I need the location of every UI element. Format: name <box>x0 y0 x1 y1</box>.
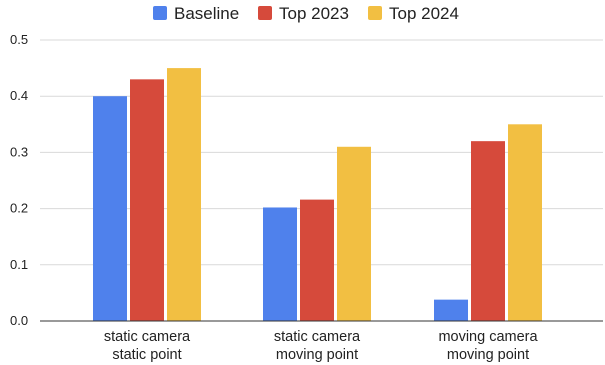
legend-item: Top 2024 <box>368 4 459 23</box>
x-category-label: moving point <box>276 347 358 363</box>
y-tick-label: 0.1 <box>10 257 28 272</box>
y-tick-label: 0.0 <box>10 313 28 328</box>
legend: Baseline Top 2023 Top 2024 <box>153 4 459 23</box>
legend-item: Baseline <box>153 4 239 23</box>
bar-top-2024-1 <box>167 68 201 321</box>
y-tick-label: 0.2 <box>10 201 28 216</box>
bar-top-2024-2 <box>337 146 371 321</box>
x-category-label: static point <box>112 347 181 363</box>
legend-swatch <box>153 6 167 20</box>
x-category-label: static camera <box>104 329 191 345</box>
bar-top-2023-1 <box>130 79 164 321</box>
y-tick-label: 0.4 <box>10 88 28 103</box>
legend-swatch <box>258 6 272 20</box>
bar-top-2024-3 <box>508 124 542 321</box>
x-axis-category-labels: static camera static point static camera mo… <box>104 329 539 363</box>
legend-label: Top 2024 <box>389 4 459 23</box>
bar-top-2023-3 <box>471 141 505 321</box>
legend-item: Top 2023 <box>258 4 349 23</box>
x-category-label: moving camera <box>438 329 538 345</box>
bar-top-2023-2 <box>300 199 334 321</box>
bar-baseline-3 <box>434 299 468 321</box>
y-tick-label: 0.5 <box>10 32 28 47</box>
bar-baseline-1 <box>93 96 127 321</box>
y-axis-ticks: 0.0 0.1 0.2 0.3 0.4 0.5 <box>10 32 28 328</box>
x-category-label: static camera <box>274 329 361 345</box>
x-category-label: moving point <box>447 347 529 363</box>
bar-baseline-2 <box>263 207 297 321</box>
legend-label: Baseline <box>174 4 239 23</box>
legend-swatch <box>368 6 382 20</box>
legend-label: Top 2023 <box>279 4 349 23</box>
y-tick-label: 0.3 <box>10 144 28 159</box>
bars <box>93 68 542 321</box>
